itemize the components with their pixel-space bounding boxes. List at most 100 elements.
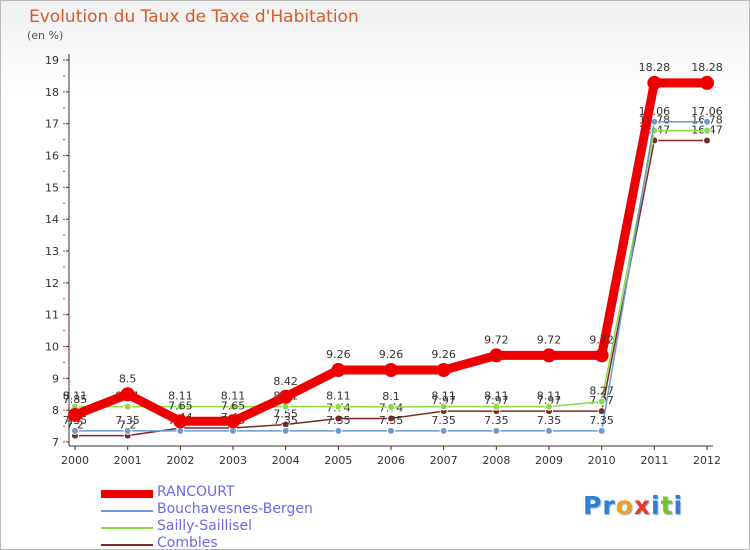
data-label: 17.06: [639, 105, 671, 118]
data-point: [334, 426, 343, 435]
data-point: [597, 397, 606, 406]
data-label: 18.28: [639, 61, 671, 74]
x-tick-label: 2012: [693, 454, 721, 467]
data-point: [334, 414, 343, 423]
data-point: [597, 426, 606, 435]
data-point: [492, 426, 501, 435]
data-point: [123, 426, 132, 435]
data-point: [334, 402, 343, 411]
y-tick-label: 19: [45, 54, 59, 67]
y-tick-label: 8: [52, 404, 59, 417]
x-tick-label: 2006: [377, 454, 405, 467]
data-point: [226, 414, 240, 429]
x-tick-label: 2004: [272, 454, 300, 467]
data-point: [387, 414, 395, 423]
data-point: [278, 389, 293, 404]
y-tick-label: 15: [45, 181, 59, 194]
data-label: 7.2: [119, 419, 137, 432]
data-point: [545, 402, 553, 411]
data-label: 9.26: [431, 348, 456, 361]
data-label: 8.11: [431, 390, 456, 403]
legend-swatch: [101, 510, 153, 512]
x-tick-label: 2011: [640, 454, 668, 467]
data-label: 8.11: [484, 390, 509, 403]
data-label: 7.35: [273, 414, 298, 427]
data-label: 17.06: [691, 105, 723, 118]
data-label: 7.35: [379, 414, 404, 427]
data-label: 8.11: [221, 390, 246, 403]
y-tick-label: 7: [52, 436, 59, 449]
data-point: [703, 117, 711, 126]
legend-swatch: [101, 490, 153, 498]
data-point: [387, 426, 395, 435]
chart-title: Evolution du Taux de Taxe d'Habitation: [29, 7, 359, 27]
data-label: 7.55: [273, 407, 298, 420]
data-label: 8.11: [326, 390, 351, 403]
y-tick-label: 14: [45, 213, 59, 226]
data-label: 8.1: [382, 390, 400, 403]
logo-letter: i: [651, 491, 661, 520]
logo-letter: o: [615, 491, 634, 520]
y-tick-label: 10: [45, 341, 59, 354]
data-label: 9.26: [326, 348, 351, 361]
data-label: 7.97: [484, 394, 509, 407]
data-point: [647, 75, 662, 90]
y-tick-label: 9: [52, 372, 59, 385]
data-point: [281, 426, 290, 435]
chart-subtitle: (en %): [27, 29, 64, 42]
logo-letter: i: [673, 491, 684, 520]
data-label: 9.72: [537, 333, 562, 346]
x-tick-label: 2003: [219, 454, 247, 467]
data-point: [439, 402, 448, 411]
data-label: 8.42: [273, 375, 298, 388]
data-label: 7.35: [115, 414, 140, 427]
legend-label: Bouchavesnes-Bergen: [157, 501, 313, 517]
legend-swatch: [101, 544, 153, 546]
data-point: [545, 426, 553, 435]
data-point: [71, 426, 79, 435]
data-point: [439, 426, 448, 435]
logo-letter: r: [602, 491, 616, 520]
data-point: [123, 402, 132, 411]
data-label: 8.11: [537, 390, 562, 403]
data-point: [703, 126, 711, 135]
y-tick-label: 13: [45, 245, 59, 258]
data-point: [229, 402, 237, 411]
data-label: 8.5: [119, 372, 137, 385]
data-point: [281, 402, 290, 411]
x-tick-label: 2009: [535, 454, 563, 467]
data-point: [173, 414, 188, 429]
data-label: 7.97: [431, 394, 456, 407]
data-label: 7.2: [66, 419, 84, 432]
series-bouchavesnes-bergen: 7.357.357.357.357.357.357.357.357.357.35…: [63, 105, 723, 435]
legend-label: Sailly-Saillisel: [157, 518, 253, 534]
data-point: [542, 348, 556, 363]
proxiti-logo: Proxiti: [583, 491, 683, 520]
data-label: 7.85: [63, 393, 88, 406]
data-label: 18.28: [691, 61, 723, 74]
data-point: [68, 407, 82, 422]
logo-letter: t: [660, 491, 674, 520]
data-label: 7.35: [589, 414, 614, 427]
x-tick-label: 2010: [588, 454, 616, 467]
data-point: [492, 402, 501, 411]
y-tick-label: 11: [45, 309, 59, 322]
data-label: 7.97: [537, 394, 562, 407]
x-tick-label: 2001: [114, 454, 142, 467]
y-tick-label: 18: [45, 86, 59, 99]
data-label: 7.65: [168, 399, 193, 412]
legend-label: RANCOURT: [157, 484, 235, 500]
legend-swatch: [101, 527, 153, 529]
data-point: [229, 426, 237, 435]
data-point: [387, 402, 395, 411]
data-label: 9.72: [589, 333, 614, 346]
series-rancourt: 7.85 8.5 7.65 7.65 8.42 9.26 9.26 9.26 9.72 9.72 9…: [63, 61, 723, 429]
data-point: [331, 363, 346, 378]
data-point: [176, 426, 185, 435]
data-label: 8.11: [63, 390, 88, 403]
y-tick-label: 12: [45, 277, 59, 290]
data-label: 7.35: [537, 414, 562, 427]
y-tick-label: 16: [45, 150, 59, 163]
data-label: 8.27: [589, 385, 614, 398]
